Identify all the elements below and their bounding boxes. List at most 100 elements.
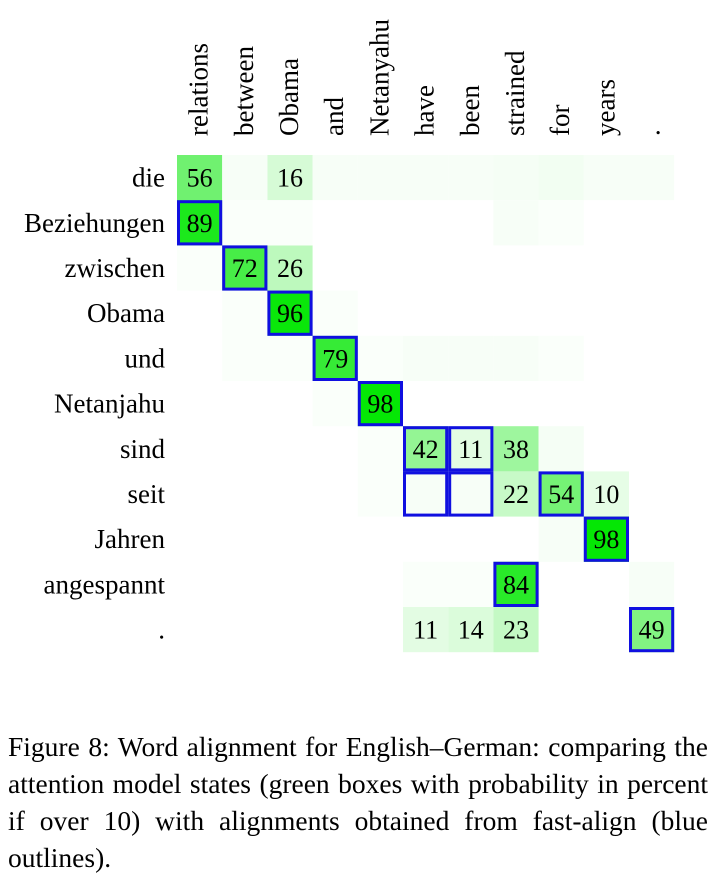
column-label: relations xyxy=(184,43,214,136)
column-label: years xyxy=(590,79,620,136)
heatmap-cell xyxy=(222,200,268,246)
row-label: zwischen xyxy=(65,253,166,283)
alignment-outline xyxy=(538,471,584,517)
heatmap-cell xyxy=(448,155,494,201)
heatmap-cell xyxy=(357,155,403,201)
column-label: have xyxy=(410,85,440,136)
cell-value-label: 72 xyxy=(232,254,258,283)
heatmap-cell xyxy=(403,607,449,653)
cell-value-label: 79 xyxy=(322,344,348,373)
heatmap-cell xyxy=(629,607,675,653)
cell-value-label: 54 xyxy=(548,480,574,509)
column-label: Netanyahu xyxy=(364,19,394,136)
alignment-outline xyxy=(177,200,223,246)
heatmap-cell xyxy=(538,426,584,472)
alignment-outline xyxy=(222,245,268,291)
heatmap-cell xyxy=(357,381,403,427)
row-label: sind xyxy=(120,434,166,464)
cell-value-label: 96 xyxy=(277,299,303,328)
cell-value-label: 26 xyxy=(277,254,303,283)
cell-value-label: 14 xyxy=(458,616,484,645)
heatmap-cell xyxy=(493,426,539,472)
heatmap-cell xyxy=(583,471,629,517)
row-label: die xyxy=(132,163,165,193)
heatmap-cell xyxy=(177,155,223,201)
heatmap-cell xyxy=(448,471,494,517)
row-label: und xyxy=(125,343,166,373)
heatmap-cell xyxy=(493,155,539,201)
heatmap-cell xyxy=(538,155,584,201)
cell-value-label: 98 xyxy=(367,390,393,419)
cell-value-label: 49 xyxy=(639,616,665,645)
heatmap-cell xyxy=(403,561,449,607)
heatmap-cell xyxy=(448,335,494,381)
cell-value-label: 11 xyxy=(458,435,483,464)
column-label: for xyxy=(545,105,575,136)
heatmap-cell xyxy=(493,471,539,517)
row-label: . xyxy=(158,615,165,645)
heatmap-cell xyxy=(538,516,584,562)
row-label: Beziehungen xyxy=(24,208,165,238)
heatmap-cell xyxy=(403,426,449,472)
cell-value-label: 11 xyxy=(413,616,438,645)
heatmap-cell xyxy=(357,471,403,517)
row-label: Obama xyxy=(87,298,165,328)
cell-value-label: 56 xyxy=(187,164,213,193)
alignment-outline xyxy=(448,471,494,517)
figure-caption: Figure 8: Word alignment for English–Ger… xyxy=(8,730,708,873)
heatmap-cell xyxy=(357,426,403,472)
heatmap-cell xyxy=(629,561,675,607)
cell-value-label: 23 xyxy=(503,616,529,645)
row-label: angespannt xyxy=(44,569,166,599)
heatmap-cell xyxy=(538,200,584,246)
heatmap-cell xyxy=(357,335,403,381)
cell-value-label: 89 xyxy=(187,209,213,238)
cell-value-label: 98 xyxy=(593,525,619,554)
heatmap-cell xyxy=(583,516,629,562)
row-label: Netanjahu xyxy=(54,389,165,419)
heatmap-cell xyxy=(222,290,268,336)
heatmap-cell xyxy=(267,200,313,246)
heatmap-cell xyxy=(222,155,268,201)
alignment-outline xyxy=(312,335,358,381)
heatmap-cell xyxy=(403,335,449,381)
alignment-outline xyxy=(267,290,313,336)
row-label: Jahren xyxy=(95,524,166,554)
alignment-outline xyxy=(493,561,539,607)
alignment-outline xyxy=(448,426,494,472)
column-label: strained xyxy=(500,50,530,136)
heatmap-cell xyxy=(267,245,313,291)
column-label: between xyxy=(229,46,259,136)
heatmap-cell xyxy=(222,245,268,291)
column-label: Obama xyxy=(274,58,304,136)
alignment-outline xyxy=(357,381,403,427)
heatmap-cell xyxy=(629,155,675,201)
alignment-outline xyxy=(629,607,675,653)
heatmap-cell xyxy=(493,335,539,381)
heatmap-cell xyxy=(312,335,358,381)
heatmap-cell xyxy=(267,290,313,336)
column-label: and xyxy=(319,97,349,136)
heatmap-cell xyxy=(403,155,449,201)
cell-value-label: 42 xyxy=(413,435,439,464)
cell-value-label: 10 xyxy=(593,480,619,509)
alignment-outline xyxy=(403,471,449,517)
heatmap-cell xyxy=(312,290,358,336)
heatmap-cell xyxy=(493,607,539,653)
heatmap-cell xyxy=(312,381,358,427)
alignment-heatmap: relations between Obama and Netanyahu have bee… xyxy=(24,19,675,653)
heatmap-cell xyxy=(583,155,629,201)
heatmap-cell xyxy=(177,200,223,246)
heatmap-cell xyxy=(312,155,358,201)
cell-value-label: 38 xyxy=(503,435,529,464)
cell-value-label: 16 xyxy=(277,164,303,193)
heatmap-cell xyxy=(448,561,494,607)
column-label: been xyxy=(455,85,485,136)
heatmap-cell xyxy=(448,607,494,653)
heatmap-cell xyxy=(177,245,223,291)
alignment-outline xyxy=(583,516,629,562)
cell-value-label: 22 xyxy=(503,480,529,509)
heatmap-cell xyxy=(493,200,539,246)
cell-value-label: 84 xyxy=(503,570,529,599)
row-label: seit xyxy=(128,479,166,509)
